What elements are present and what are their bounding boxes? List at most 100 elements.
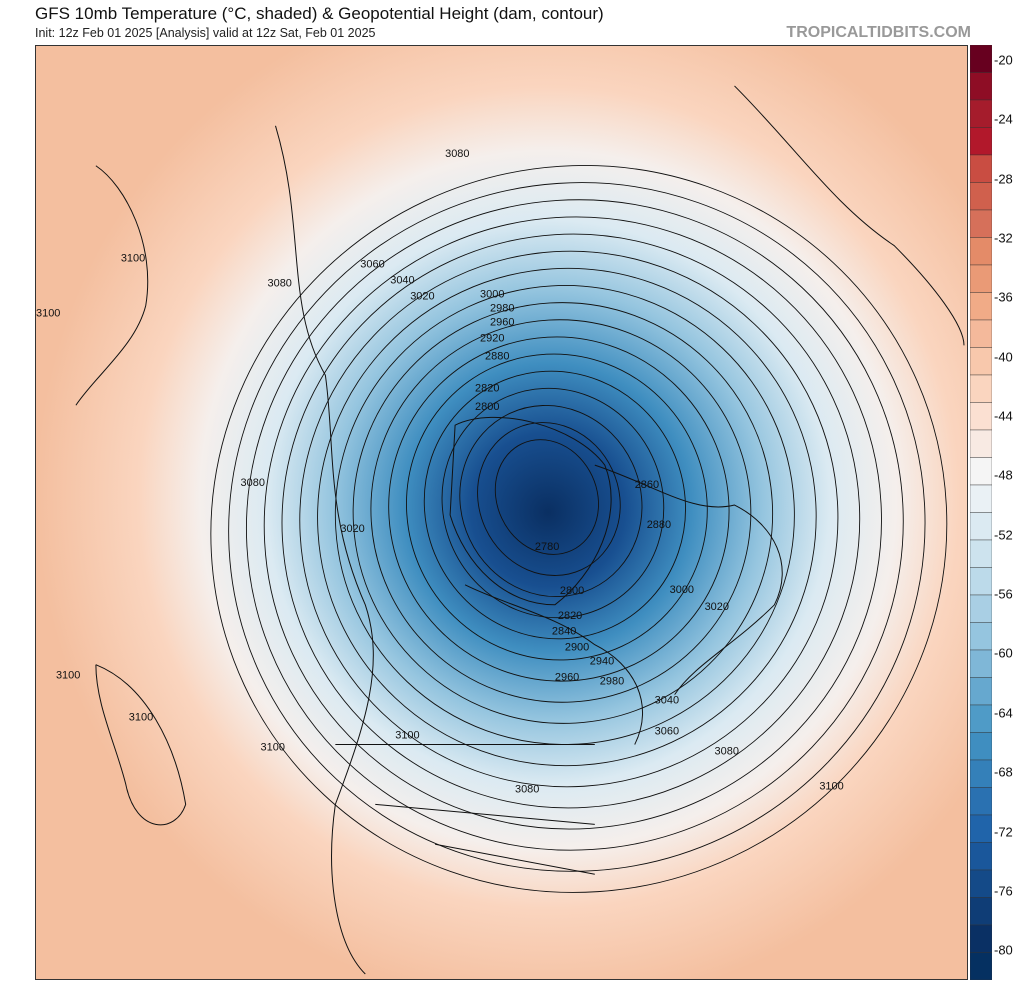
colorbar-bin [970, 402, 992, 431]
contour-label: 3060 [655, 726, 679, 738]
contour-label: 3100 [36, 307, 60, 319]
brand-watermark: TROPICALTIDBITS.COM [786, 24, 971, 41]
contour-2900 [388, 336, 730, 682]
contour-3020 [281, 233, 861, 809]
contour-label: 3100 [395, 730, 419, 742]
contour-2980 [317, 267, 817, 767]
contour-label: 2880 [647, 519, 671, 531]
colorbar [970, 45, 992, 980]
contour-label: 3100 [121, 253, 145, 265]
contour-label: 2960 [490, 316, 514, 328]
colorbar-bin [970, 264, 992, 293]
colorbar-bin [970, 319, 992, 348]
contour-label: 3100 [129, 712, 153, 724]
contour-label: 3080 [268, 277, 292, 289]
colorbar-tick-label: -64 [994, 705, 1013, 721]
contour-label: 3060 [360, 259, 384, 271]
colorbar-tick-label: -44 [994, 408, 1013, 424]
height-contours [210, 165, 948, 893]
contour-3040 [263, 216, 882, 830]
colorbar-bin [970, 539, 992, 568]
contour-2860 [423, 370, 686, 640]
colorbar-bin [970, 512, 992, 541]
contour-label: 2860 [635, 479, 659, 491]
contour-labels: 3080 3100 3100 3080 3060 3040 3020 3000 2980 2960… [36, 148, 844, 796]
contour-label: 2840 [552, 626, 576, 638]
contour-label: 3020 [410, 290, 434, 302]
contour-label: 2820 [475, 382, 499, 394]
colorbar-bin [970, 182, 992, 211]
contour-2820 [459, 404, 643, 598]
weather-map: 3080 3100 3100 3080 3060 3040 3020 3000 2980 2960… [35, 45, 968, 980]
colorbar-bin [970, 952, 992, 980]
colorbar-bin [970, 814, 992, 843]
colorbar-bin [970, 787, 992, 816]
colorbar-bin [970, 292, 992, 321]
colorbar-bin [970, 897, 992, 926]
colorbar-bin [970, 484, 992, 513]
colorbar-tick-label: -80 [994, 942, 1013, 958]
contour-label: 3080 [241, 477, 265, 489]
contour-2940 [352, 302, 774, 724]
colorbar-bin [970, 759, 992, 788]
colorbar-bin [970, 622, 992, 651]
contour-label: 3100 [261, 741, 285, 753]
contour-3060 [245, 199, 904, 851]
contour-label: 3020 [705, 601, 729, 613]
colorbar-bin [970, 45, 992, 73]
colorbar-bin [970, 154, 992, 183]
colorbar-tick-label: -48 [994, 467, 1013, 483]
contour-label: 3080 [515, 783, 539, 795]
colorbar-tick-label: -72 [994, 824, 1013, 840]
colorbar-bin [970, 869, 992, 898]
map-subtitle: Init: 12z Feb 01 2025 [Analysis] valid a… [35, 26, 376, 40]
contour-label: 2980 [490, 302, 514, 314]
colorbar-tick-label: -32 [994, 230, 1013, 246]
contour-label: 3020 [340, 523, 364, 535]
contour-2780 [494, 439, 599, 555]
colorbar-bin [970, 127, 992, 156]
colorbar-bin [970, 842, 992, 871]
coastlines [75, 85, 965, 975]
contour-3100 [210, 165, 948, 893]
colorbar-bin [970, 924, 992, 953]
colorbar-tick-label: -60 [994, 645, 1013, 661]
colorbar-tick-label: -20 [994, 52, 1013, 68]
colorbar-tick-label: -36 [994, 289, 1013, 305]
contour-2920 [370, 319, 752, 703]
contour-label: 3040 [390, 274, 414, 286]
contour-label: 3080 [445, 148, 469, 160]
contour-label: 2940 [590, 656, 614, 668]
contour-label: 2880 [485, 350, 509, 362]
colorbar-bin [970, 347, 992, 376]
contour-label: 3100 [819, 780, 843, 792]
contour-label: 2800 [560, 585, 584, 597]
contour-label: 3100 [56, 670, 80, 682]
colorbar-bin [970, 704, 992, 733]
temperature-shading [36, 46, 967, 979]
colorbar-bin [970, 594, 992, 623]
contour-label: 3080 [715, 745, 739, 757]
colorbar-bin [970, 429, 992, 458]
contour-label: 2920 [480, 332, 504, 344]
colorbar-bin [970, 72, 992, 101]
contour-label: 2780 [535, 541, 559, 553]
contour-label: 2900 [565, 642, 589, 654]
contour-label: 2980 [600, 676, 624, 688]
contour-label: 3000 [480, 288, 504, 300]
contour-2960 [334, 285, 795, 745]
contour-2880 [406, 353, 708, 661]
contour-label: 3000 [670, 584, 694, 596]
colorbar-tick-label: -56 [994, 586, 1013, 602]
colorbar-ticks: -20 -24 -28 -32 -36 -40 -44 -48 -52 -56 -60 -64 -68 -… [994, 0, 1024, 1000]
contour-2840 [441, 387, 665, 619]
contour-label: 2820 [558, 610, 582, 622]
colorbar-bin [970, 732, 992, 761]
colorbar-tick-label: -24 [994, 111, 1013, 127]
colorbar-bin [970, 237, 992, 266]
contour-label: 3040 [655, 695, 679, 707]
contour-3000 [299, 250, 839, 788]
colorbar-bin [970, 374, 992, 403]
colorbar-bin [970, 567, 992, 596]
colorbar-bin [970, 99, 992, 128]
